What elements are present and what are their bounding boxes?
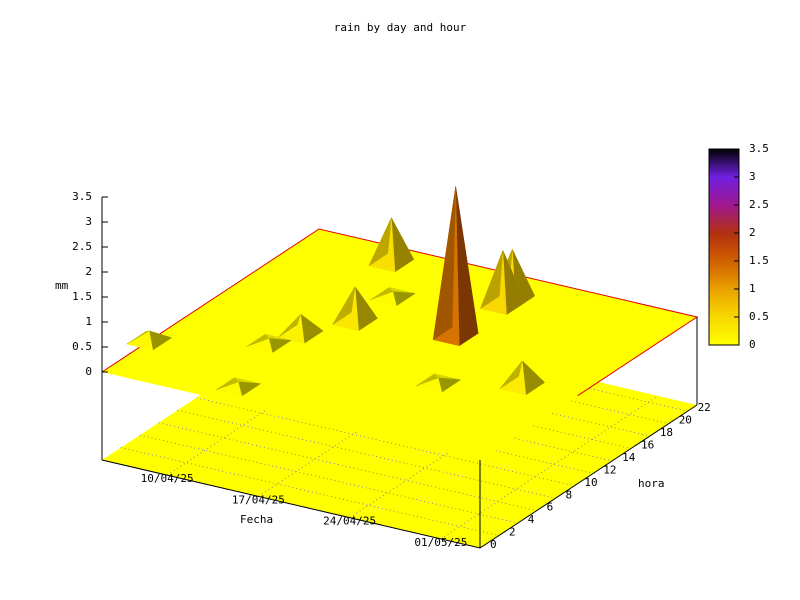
peak xyxy=(369,286,416,307)
peak-face xyxy=(368,217,392,267)
colorbar xyxy=(708,148,740,346)
z-tick-label: 2 xyxy=(85,265,92,278)
z-tick-label: 3.5 xyxy=(72,190,92,203)
z-tick-label: 0.5 xyxy=(72,340,92,353)
peak-face xyxy=(432,186,456,341)
peak-face xyxy=(499,360,523,390)
y-tick-label: 12 xyxy=(603,463,616,476)
peak xyxy=(332,285,379,332)
y-tick-label: 0 xyxy=(490,538,497,551)
grid-line xyxy=(139,434,518,524)
y-tick-label: 20 xyxy=(679,414,692,427)
y-tick-label: 22 xyxy=(698,401,711,414)
y-tick-label: 2 xyxy=(509,526,516,539)
x-tick-label: 10/04/25 xyxy=(141,472,194,485)
peak-face xyxy=(479,250,504,310)
colorbar-tick-label: 1.5 xyxy=(749,254,769,267)
y-tick-label: 6 xyxy=(547,501,554,514)
colorbar-tick-label: 0 xyxy=(749,338,756,351)
x-axis-label: Fecha xyxy=(240,513,273,526)
grid-line xyxy=(120,447,499,537)
x-tick-label: 24/04/25 xyxy=(323,515,376,528)
peak-face xyxy=(126,330,154,351)
z-axis-label: mm xyxy=(55,279,69,292)
peak xyxy=(126,330,173,351)
peak xyxy=(479,250,526,316)
z-tick-label: 1 xyxy=(85,315,92,328)
grid-line xyxy=(196,397,575,487)
z-tick-label: 3 xyxy=(85,215,92,228)
peak xyxy=(432,186,479,347)
peak-face xyxy=(415,373,439,387)
grid-line xyxy=(158,422,537,512)
surface-plane xyxy=(102,229,697,460)
colorbar-tick-label: 1 xyxy=(749,282,756,295)
y-tick-label: 8 xyxy=(565,488,572,501)
x-tick-label: 17/04/25 xyxy=(232,493,285,506)
peak-face xyxy=(370,287,394,301)
peak-face xyxy=(126,330,150,345)
peak xyxy=(368,216,415,273)
chart-title: rain by day and hour xyxy=(334,21,467,34)
peak-face xyxy=(332,286,356,325)
peak xyxy=(277,313,324,344)
y-tick-label: 14 xyxy=(622,451,636,464)
colorbar-tick-label: 2 xyxy=(749,226,756,239)
peak-face xyxy=(215,377,239,391)
z-tick-label: 0 xyxy=(85,365,92,378)
colorbar-tick-label: 3 xyxy=(749,170,756,183)
y-tick-label: 4 xyxy=(528,513,535,526)
peak xyxy=(245,333,292,354)
grid-line xyxy=(440,395,659,540)
peak-face xyxy=(277,313,301,338)
z-tick-label: 2.5 xyxy=(72,240,92,253)
peak-face xyxy=(246,333,270,347)
peak xyxy=(214,377,262,397)
y-tick-label: 16 xyxy=(641,439,654,452)
z-tick-label: 1.5 xyxy=(72,290,92,303)
x-tick-label: 01/05/25 xyxy=(414,536,467,549)
peak xyxy=(414,373,462,393)
y-tick-label: 10 xyxy=(584,476,597,489)
colorbar-tick-label: 3.5 xyxy=(749,142,769,155)
colorbar-tick-label: 0.5 xyxy=(749,310,769,323)
colorbar-tick-label: 2.5 xyxy=(749,198,769,211)
grid-line xyxy=(177,409,556,499)
y-tick-label: 18 xyxy=(660,426,673,439)
peak xyxy=(499,360,546,396)
y-axis-label: hora xyxy=(638,477,665,490)
